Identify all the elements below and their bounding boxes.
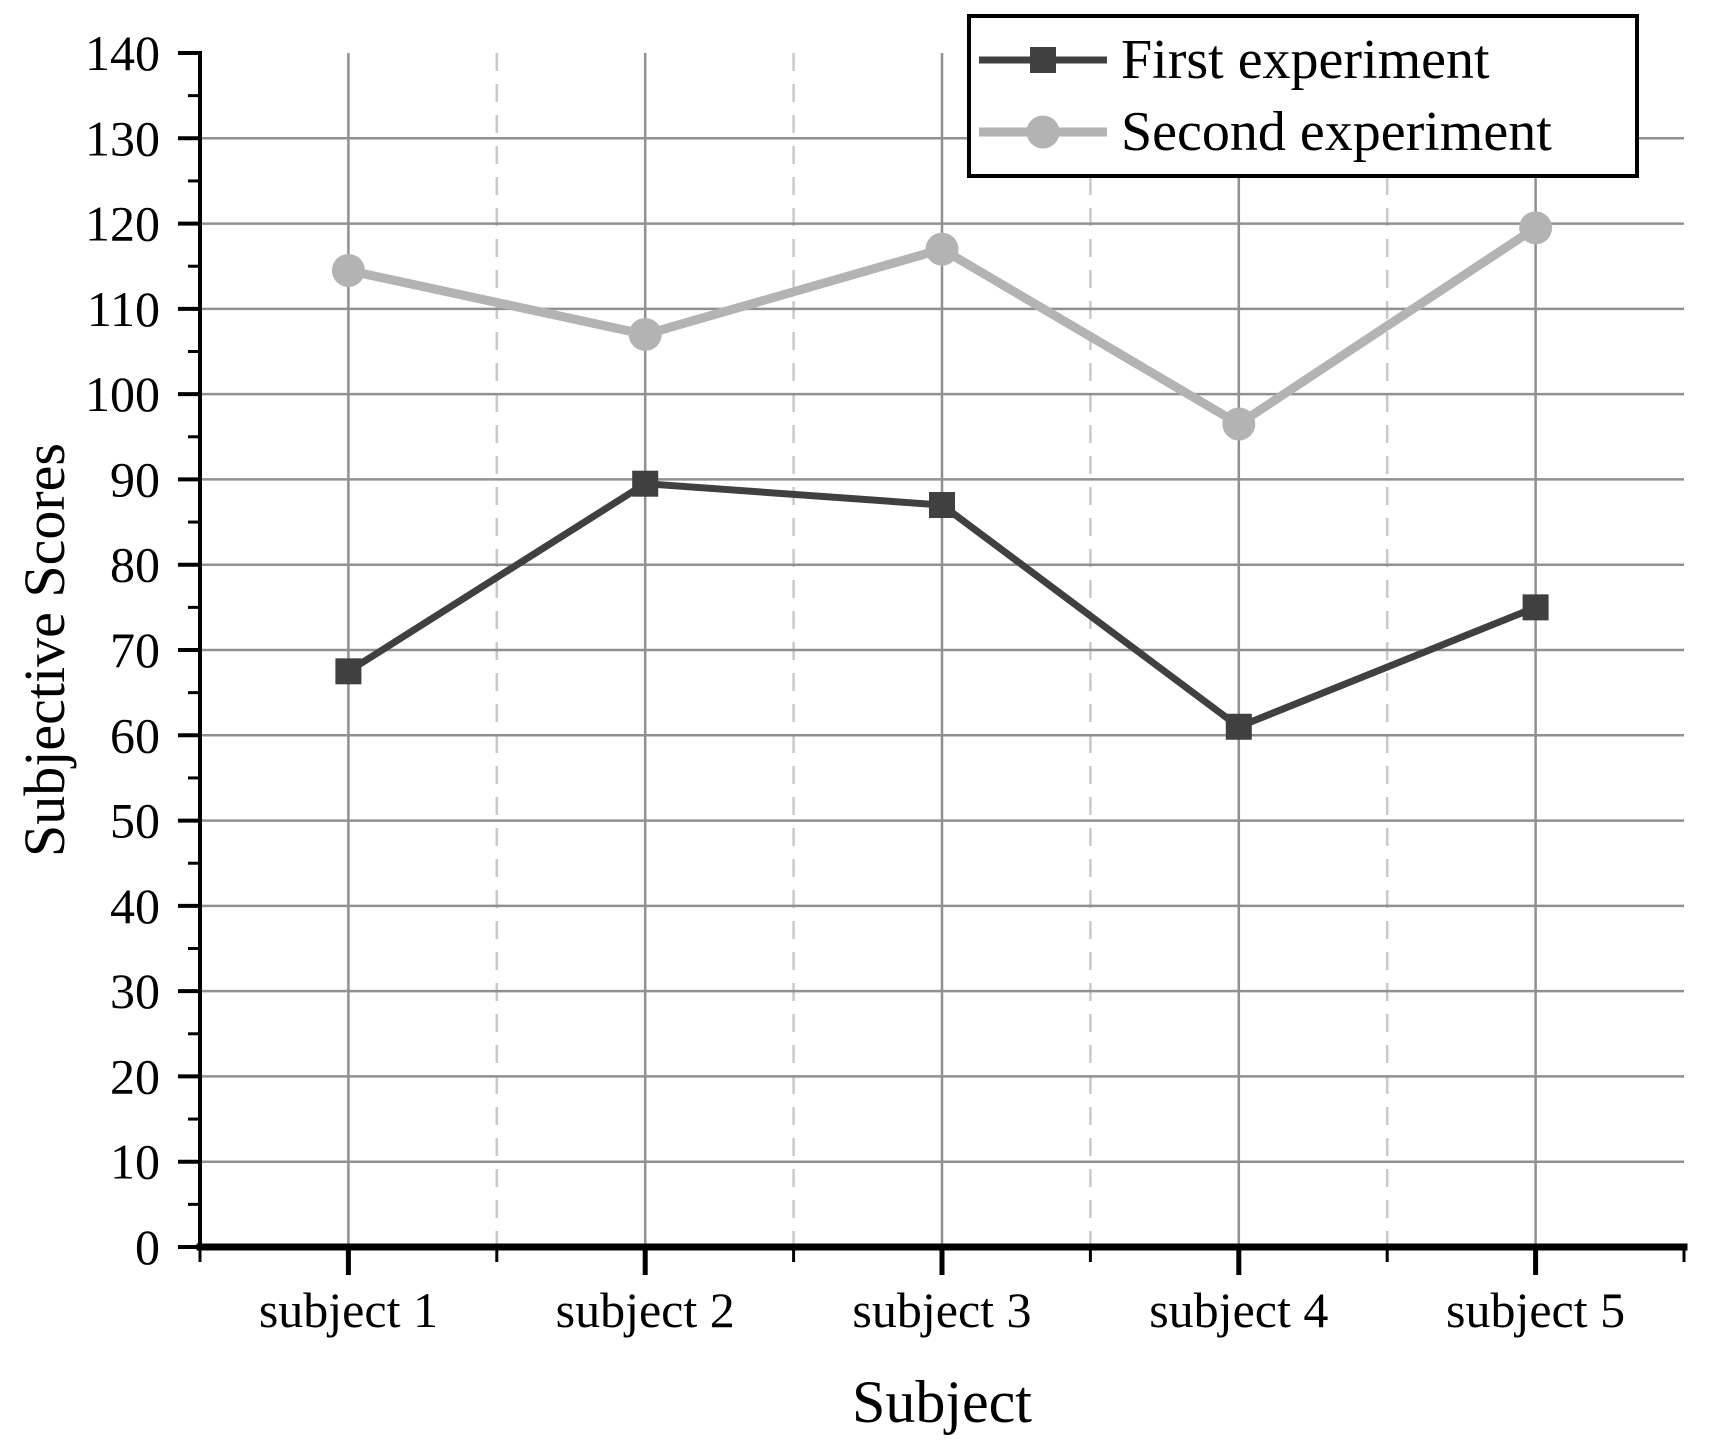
- y-tick-label: 50: [110, 793, 160, 849]
- y-tick-label: 0: [135, 1219, 160, 1275]
- legend-item: First experiment: [979, 25, 1635, 95]
- data-point-square: [1225, 713, 1252, 740]
- legend-swatch: [979, 112, 1107, 152]
- x-tick-label: subject 3: [852, 1282, 1031, 1338]
- x-axis-title: Subject: [852, 1369, 1032, 1435]
- y-tick-label: 40: [110, 878, 160, 934]
- y-tick-label: 140: [85, 25, 160, 81]
- x-tick-label: subject 4: [1149, 1282, 1328, 1338]
- data-point-circle: [1222, 407, 1256, 441]
- y-tick-label: 130: [85, 110, 160, 166]
- y-tick-label: 30: [110, 963, 160, 1019]
- data-point-square: [1522, 594, 1549, 621]
- data-point-circle: [925, 232, 959, 266]
- legend: First experiment Second experiment: [967, 14, 1639, 178]
- y-tick-label: 100: [85, 366, 160, 422]
- y-tick-label: 20: [110, 1048, 160, 1104]
- circle-marker-icon: [1026, 115, 1060, 149]
- y-tick-label: 60: [110, 707, 160, 763]
- data-point-square: [632, 470, 659, 497]
- data-point-square: [335, 658, 362, 685]
- data-point-circle: [628, 317, 662, 351]
- y-tick-label: 80: [110, 537, 160, 593]
- data-point-circle: [1519, 211, 1553, 245]
- square-marker-icon: [1030, 47, 1056, 74]
- legend-item-label: Second experiment: [1121, 100, 1552, 163]
- legend-item: Second experiment: [979, 97, 1635, 167]
- legend-item-label: First experiment: [1121, 29, 1490, 92]
- x-tick-label: subject 1: [259, 1282, 438, 1338]
- data-point-circle: [331, 253, 365, 287]
- y-tick-label: 10: [110, 1134, 160, 1190]
- legend-swatch: [979, 40, 1107, 80]
- x-tick-label: subject 5: [1446, 1282, 1625, 1338]
- y-axis-title: Subjective Scores: [12, 443, 77, 857]
- y-tick-label: 120: [85, 196, 160, 252]
- y-tick-label: 90: [110, 451, 160, 507]
- y-tick-label: 110: [87, 281, 160, 337]
- y-tick-label: 70: [110, 622, 160, 678]
- data-point-square: [929, 492, 955, 519]
- x-tick-label: subject 2: [556, 1282, 735, 1338]
